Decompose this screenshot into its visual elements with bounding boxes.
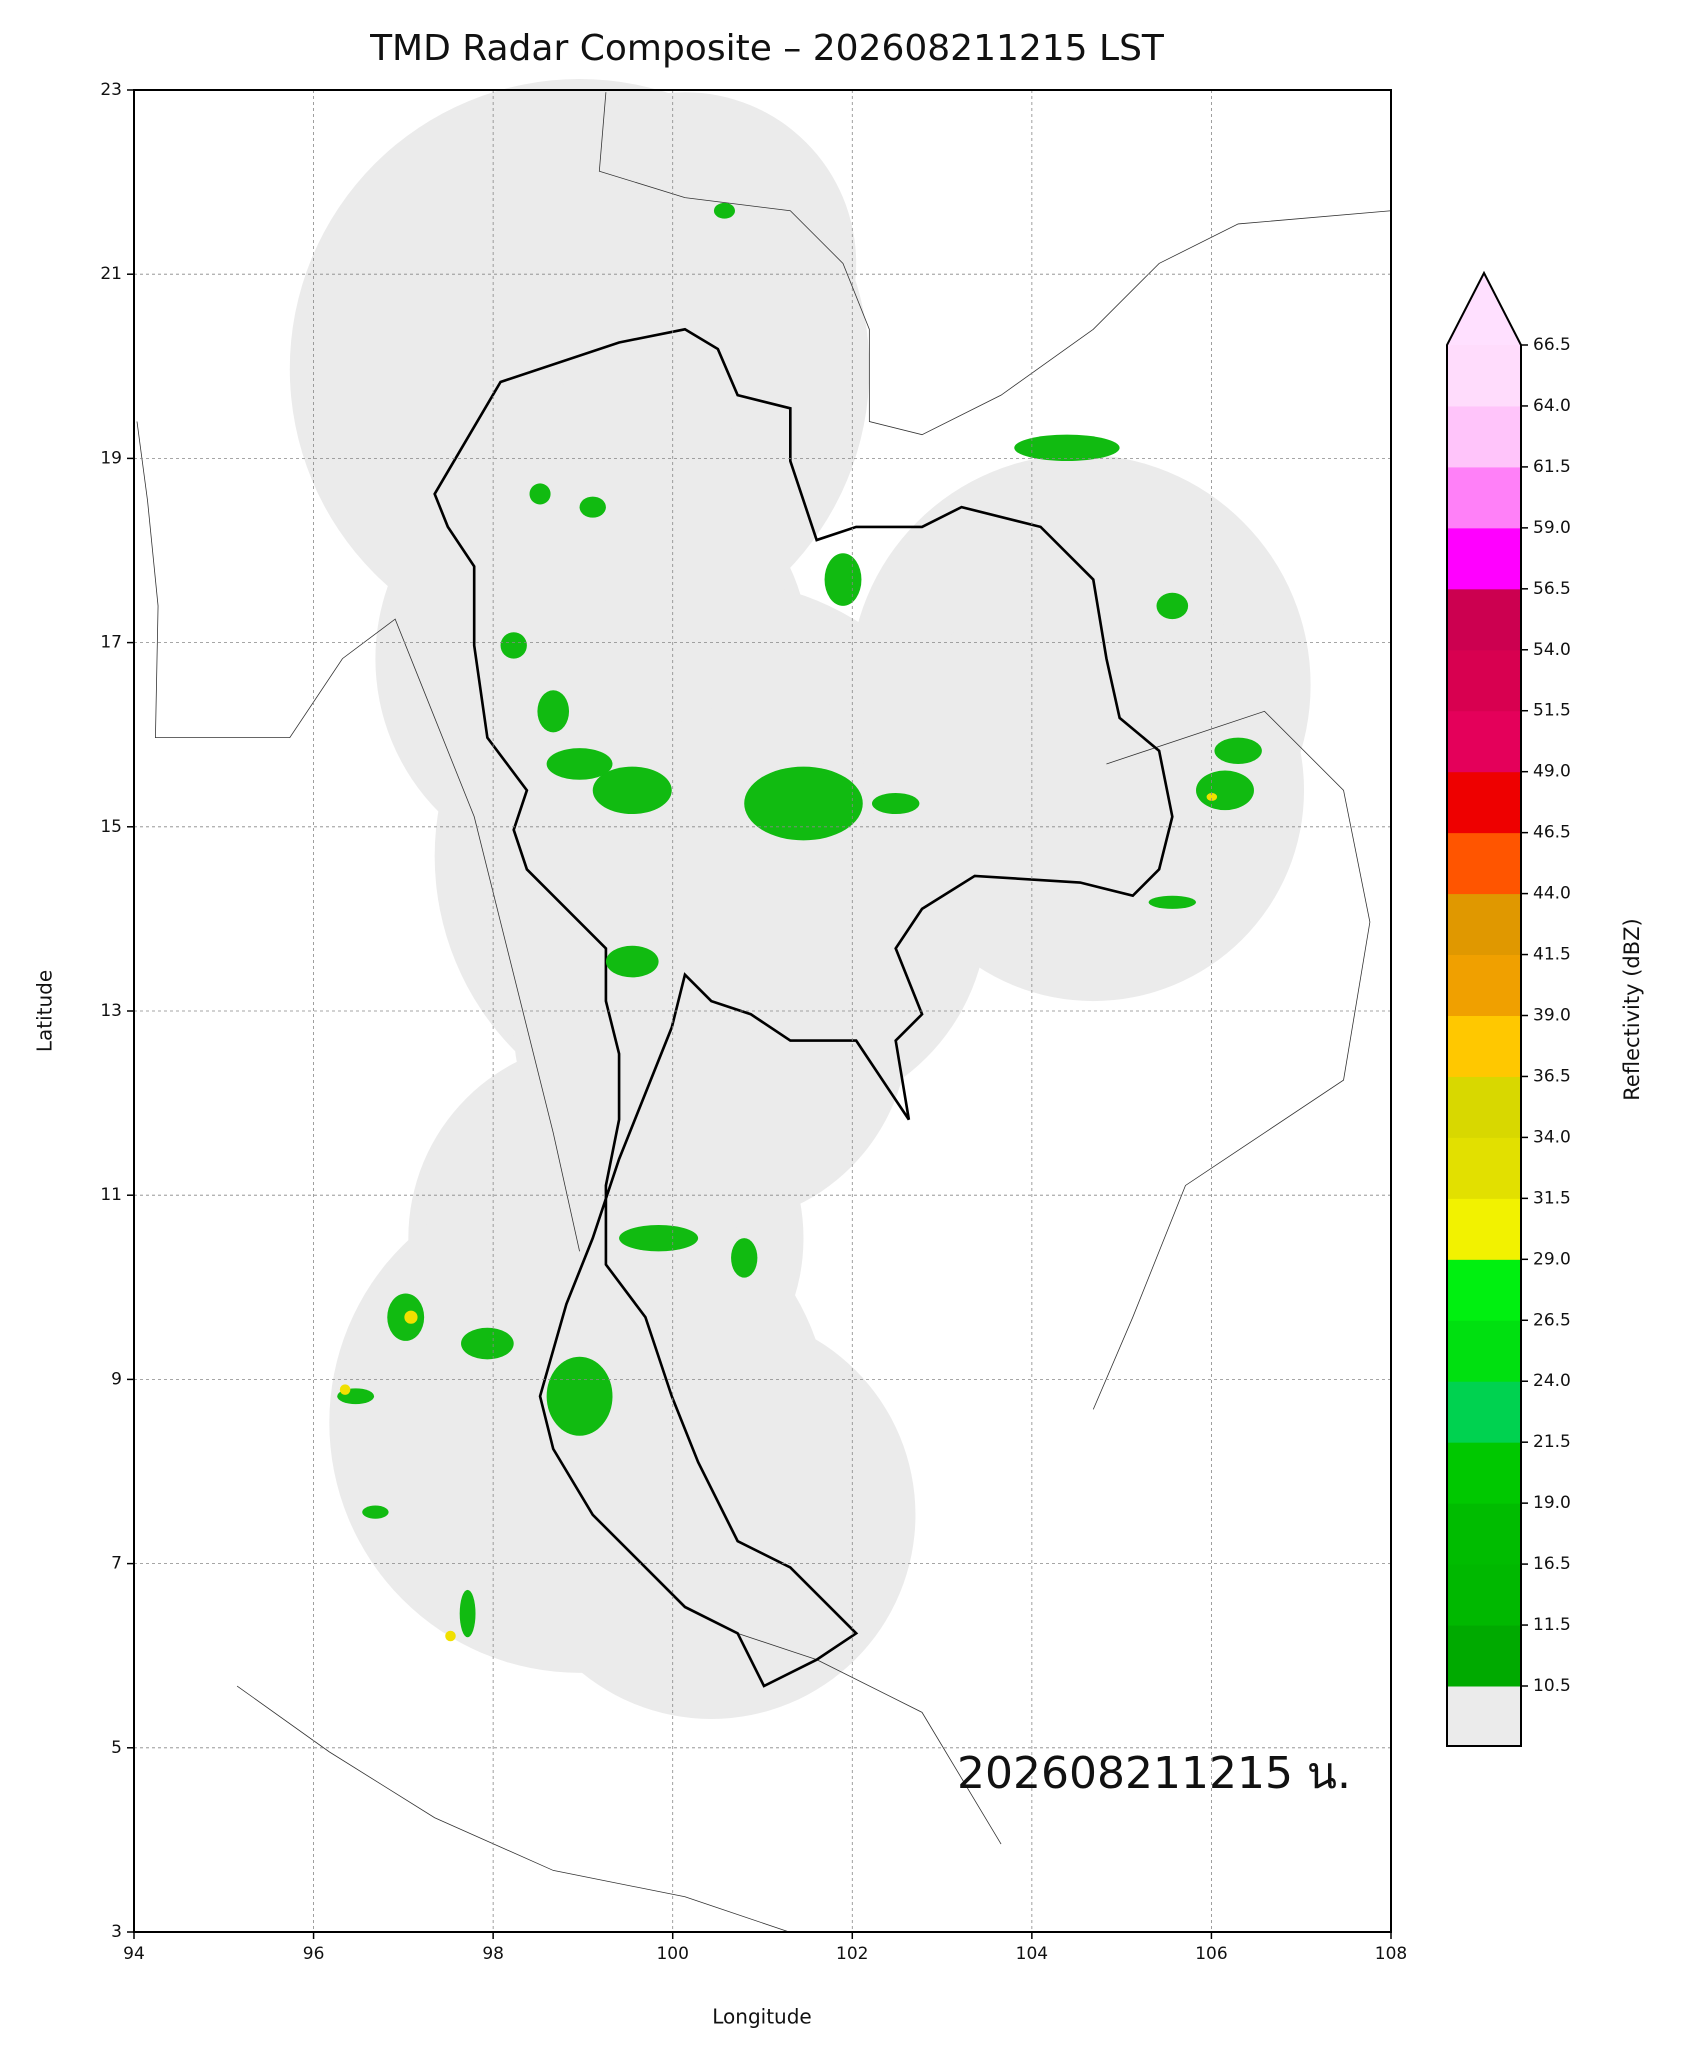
colorbar-tick-label: 56.5	[1533, 579, 1571, 599]
y-tick-label: 15	[100, 817, 122, 837]
colorbar-tick-label: 29.0	[1533, 1249, 1571, 1269]
colorbar-extend	[1447, 273, 1521, 345]
colorbar-tick-label: 44.0	[1533, 884, 1571, 904]
colorbar-tick-label: 64.0	[1533, 396, 1571, 416]
radar-echoes	[337, 202, 1262, 1638]
colorbar-segment	[1447, 649, 1521, 712]
colorbar-tick-label: 66.5	[1533, 335, 1571, 355]
colorbar-segment	[1447, 710, 1521, 773]
colorbar-label: Reflectivity (dBZ)	[1620, 918, 1644, 1100]
colorbar-tick-label: 21.5	[1533, 1432, 1571, 1452]
colorbar-segment	[1447, 832, 1521, 895]
colorbar-segment	[1447, 527, 1521, 590]
x-tick-label: 98	[482, 1944, 504, 1964]
colorbar-tick-label: 36.5	[1533, 1066, 1571, 1086]
y-tick-label: 23	[100, 80, 122, 100]
y-tick-label: 3	[111, 1922, 122, 1942]
colorbar-segment	[1447, 1503, 1521, 1565]
colorbar-segment	[1447, 893, 1521, 956]
colorbar-tick-label: 46.5	[1533, 823, 1571, 843]
colorbar-tick-label: 49.0	[1533, 762, 1571, 782]
colorbar-tick-label: 34.0	[1533, 1127, 1571, 1147]
x-tick-label: 104	[1016, 1944, 1048, 1964]
colorbar-segment	[1447, 588, 1521, 651]
colorbar-tick-label: 51.5	[1533, 701, 1571, 721]
colorbar-segment	[1447, 1259, 1521, 1321]
colorbar-segment	[1447, 771, 1521, 834]
y-tick-label: 11	[100, 1185, 122, 1205]
colorbar-frame	[1446, 270, 1522, 1747]
axes-frame	[133, 89, 1392, 1933]
colorbar-segment	[1447, 1320, 1521, 1382]
colorbar-tick-label: 10.5	[1533, 1676, 1571, 1696]
colorbar-tick-label: 61.5	[1533, 457, 1571, 477]
colorbar-segment	[1447, 954, 1521, 1016]
colorbar-segment	[1447, 345, 1521, 407]
x-tick-label: 94	[123, 1944, 145, 1964]
colorbar-tick-label: 54.0	[1533, 640, 1571, 660]
x-tick-label: 102	[836, 1944, 868, 1964]
x-tick-label: 100	[656, 1944, 688, 1964]
colorbar-segment	[1447, 1442, 1521, 1504]
colorbar-segment	[1447, 1198, 1521, 1260]
colorbar-tick-label: 19.0	[1533, 1493, 1571, 1513]
thailand-border	[433, 327, 1174, 1688]
title: TMD Radar Composite – 202608211215 LST	[369, 28, 1165, 69]
colorbar-segment	[1447, 1381, 1521, 1443]
y-tick-label: 5	[111, 1738, 122, 1758]
radar-echoes-strong	[339, 792, 1218, 1642]
timestamp-annotation: 202608211215 น.	[957, 1748, 1351, 1799]
colorbar-segment	[1447, 1137, 1521, 1199]
y-axis-label: Latitude	[33, 970, 57, 1052]
colorbar-tick-label: 59.0	[1533, 518, 1571, 538]
colorbar-tick-label: 16.5	[1533, 1554, 1571, 1574]
x-tick-label: 96	[303, 1944, 325, 1964]
y-tick-label: 21	[100, 264, 122, 284]
colorbar: 10.5 11.5 16.5 19.0 21.5 24.0 26.5 29.0 31.5 34.0…	[1446, 270, 1644, 1747]
x-axis-label: Longitude	[712, 2005, 811, 2029]
y-tick-label: 17	[100, 633, 122, 653]
colorbar-segment	[1447, 405, 1521, 468]
colorbar-segment	[1447, 1625, 1521, 1687]
y-tick-label: 13	[100, 1001, 122, 1021]
colorbar-tick-label: 31.5	[1533, 1188, 1571, 1208]
colorbar-under	[1447, 1686, 1521, 1746]
y-tick-label: 7	[111, 1554, 122, 1574]
map-layer	[136, 79, 1391, 1933]
colorbar-tick-label: 41.5	[1533, 945, 1571, 965]
colorbar-tick-label: 11.5	[1533, 1615, 1571, 1635]
colorbar-segment	[1447, 1564, 1521, 1626]
colorbar-segment	[1447, 1015, 1521, 1077]
y-tick-label: 19	[100, 448, 122, 468]
y-tick-label: 9	[111, 1369, 122, 1389]
x-tick-label: 108	[1375, 1944, 1407, 1964]
colorbar-segment	[1447, 1076, 1521, 1138]
colorbar-tick-label: 24.0	[1533, 1371, 1571, 1391]
colorbar-segment	[1447, 466, 1521, 529]
colorbar-tick-label: 26.5	[1533, 1310, 1571, 1330]
x-tick-label: 106	[1195, 1944, 1227, 1964]
colorbar-tick-label: 39.0	[1533, 1006, 1571, 1026]
